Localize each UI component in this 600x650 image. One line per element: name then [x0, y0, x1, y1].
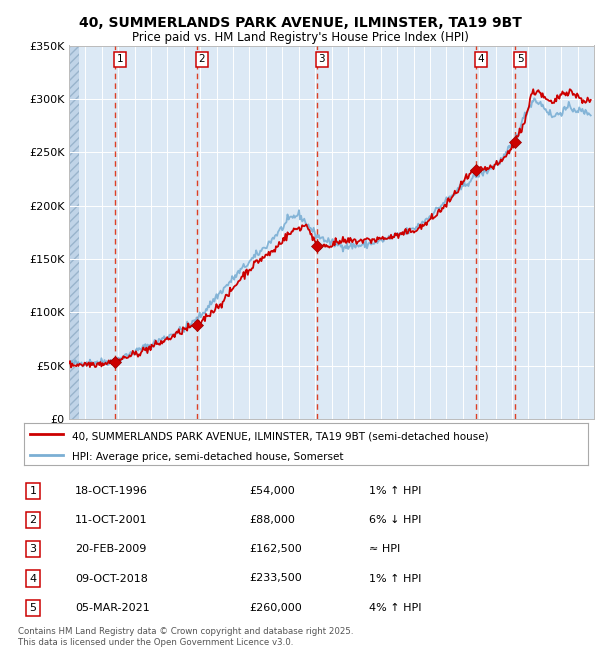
Text: 1% ↑ HPI: 1% ↑ HPI [369, 573, 421, 584]
Text: 11-OCT-2001: 11-OCT-2001 [75, 515, 148, 525]
Text: Contains HM Land Registry data © Crown copyright and database right 2025.
This d: Contains HM Land Registry data © Crown c… [18, 627, 353, 647]
Text: 1: 1 [116, 55, 123, 64]
Text: £233,500: £233,500 [249, 573, 302, 584]
Text: 20-FEB-2009: 20-FEB-2009 [75, 544, 146, 554]
Text: 4: 4 [478, 55, 484, 64]
Text: 3: 3 [29, 544, 37, 554]
Text: 5: 5 [29, 603, 37, 613]
Text: 40, SUMMERLANDS PARK AVENUE, ILMINSTER, TA19 9BT: 40, SUMMERLANDS PARK AVENUE, ILMINSTER, … [79, 16, 521, 31]
Text: ≈ HPI: ≈ HPI [369, 544, 400, 554]
Text: 09-OCT-2018: 09-OCT-2018 [75, 573, 148, 584]
Text: £88,000: £88,000 [249, 515, 295, 525]
Text: 3: 3 [319, 55, 325, 64]
Text: 05-MAR-2021: 05-MAR-2021 [75, 603, 150, 613]
Text: 2: 2 [29, 515, 37, 525]
Text: Price paid vs. HM Land Registry's House Price Index (HPI): Price paid vs. HM Land Registry's House … [131, 31, 469, 44]
Text: £162,500: £162,500 [249, 544, 302, 554]
Text: 4: 4 [29, 573, 37, 584]
Text: 1: 1 [29, 486, 37, 496]
Text: £54,000: £54,000 [249, 486, 295, 496]
Text: 5: 5 [517, 55, 524, 64]
Text: 4% ↑ HPI: 4% ↑ HPI [369, 603, 421, 613]
Text: 1% ↑ HPI: 1% ↑ HPI [369, 486, 421, 496]
Text: 2: 2 [199, 55, 205, 64]
Text: 18-OCT-1996: 18-OCT-1996 [75, 486, 148, 496]
Text: HPI: Average price, semi-detached house, Somerset: HPI: Average price, semi-detached house,… [72, 452, 343, 462]
Text: 6% ↓ HPI: 6% ↓ HPI [369, 515, 421, 525]
Text: £260,000: £260,000 [249, 603, 302, 613]
Text: 40, SUMMERLANDS PARK AVENUE, ILMINSTER, TA19 9BT (semi-detached house): 40, SUMMERLANDS PARK AVENUE, ILMINSTER, … [72, 431, 488, 441]
